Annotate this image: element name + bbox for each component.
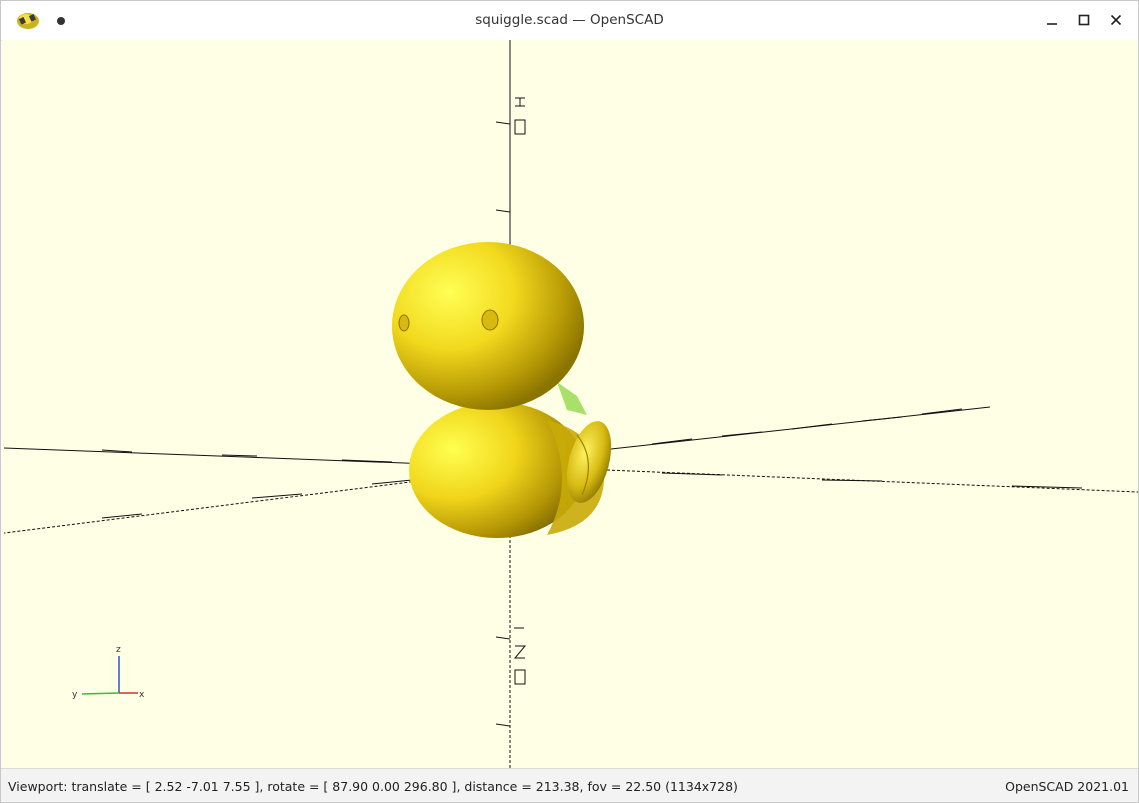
axes-indicator: z y x [72,645,145,700]
openscad-logo-icon [17,13,39,29]
duck-body [409,402,585,538]
unsaved-indicator [57,17,65,25]
close-button[interactable] [1105,9,1127,31]
viewport-canvas[interactable]: z y x [2,40,1138,769]
model-backface-shade [557,382,587,415]
axis-x-label: x [139,690,145,700]
duck-wing [566,421,612,503]
scene-axes [3,40,1138,769]
minimize-button[interactable] [1041,9,1063,31]
version-label: OpenSCAD 2021.01 [1005,779,1129,794]
duck-model[interactable] [392,242,619,538]
title-bar[interactable]: squiggle.scad — OpenSCAD [1,1,1138,41]
duck-eye-left [398,314,410,332]
maximize-icon [1078,14,1090,26]
window-title: squiggle.scad — OpenSCAD [475,12,664,28]
axis-y-label: y [72,690,78,700]
close-icon [1110,14,1122,26]
maximize-button[interactable] [1073,9,1095,31]
duck-eye-right [481,309,499,331]
axis-z-label: z [116,645,121,655]
3d-viewport[interactable]: z y x [2,40,1138,769]
viewport-info: Viewport: translate = [ 2.52 -7.01 7.55 … [8,779,738,794]
status-bar: Viewport: translate = [ 2.52 -7.01 7.55 … [1,768,1138,802]
minimize-icon [1047,23,1057,25]
